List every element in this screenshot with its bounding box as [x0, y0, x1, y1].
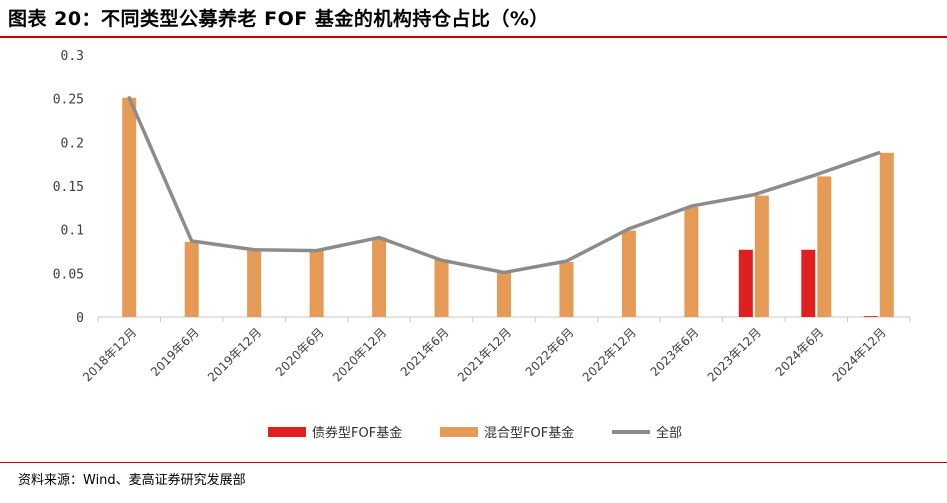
x-tick-label: 2019年6月 [148, 325, 202, 379]
x-tick-label: 2022年12月 [580, 325, 639, 384]
chart-canvas: 0 0.05 0.1 0.15 0.2 0.25 0.3 2018年12月 2019年6月 201… [53, 49, 911, 441]
bond-fof-bar [801, 249, 816, 317]
y-tick-label: 0.15 [53, 180, 84, 195]
y-tick-label: 0.3 [61, 49, 84, 64]
y-tick-label: 0.05 [53, 267, 84, 282]
mixed-fof-bar [684, 206, 699, 317]
legend-mixed-fof-label: 混合型FOF基金 [484, 425, 574, 441]
x-tick-label: 2023年6月 [648, 325, 702, 379]
source-note: 资料来源：Wind、麦高证券研究发展部 [18, 473, 246, 488]
mixed-fof-bar [122, 97, 137, 317]
total-line [127, 96, 881, 275]
x-tick-label: 2020年12月 [330, 325, 389, 384]
legend-mixed-fof-swatch [440, 427, 478, 437]
legend-total-label: 全部 [656, 425, 682, 441]
x-tick-label: 2023年12月 [705, 325, 764, 384]
mixed-fof-bar [754, 195, 769, 317]
mixed-fof-bar [817, 176, 832, 317]
x-tick-label: 2024年6月 [773, 325, 827, 379]
y-tick-label: 0.2 [61, 136, 84, 151]
x-tick-label: 2024年12月 [830, 325, 889, 384]
x-tick-label: 2019年12月 [205, 325, 264, 384]
bond-fof-bar [863, 316, 878, 317]
x-tick-label: 2022年6月 [523, 325, 577, 379]
x-tick-label: 2021年12月 [455, 325, 514, 384]
y-tick-label: 0.25 [53, 93, 84, 108]
mixed-fof-bar [621, 230, 636, 317]
title-divider [0, 36, 947, 38]
mixed-fof-bar [879, 152, 894, 317]
x-tick-label: 2021年6月 [398, 325, 452, 379]
mixed-fof-bar [309, 250, 324, 317]
mixed-fof-bar [497, 271, 511, 317]
source-divider [0, 462, 947, 463]
mixed-fof-bar [184, 241, 199, 317]
mixed-fof-bar [434, 259, 449, 317]
bond-fof-bar [738, 249, 753, 317]
y-tick-label: 0.1 [61, 224, 84, 239]
y-tick-label: 0 [76, 311, 84, 326]
legend-bond-fof-swatch [268, 427, 306, 437]
x-tick-label: 2020年6月 [273, 325, 327, 379]
x-tick-label: 2018年12月 [80, 325, 139, 384]
chart-title: 图表 20：不同类型公募养老 FOF 基金的机构持仓占比（%） [8, 8, 549, 30]
mixed-fof-bar [247, 249, 262, 317]
mixed-fof-bar [372, 237, 387, 317]
mixed-fof-bar [559, 261, 574, 317]
legend-bond-fof-label: 债券型FOF基金 [312, 425, 402, 441]
